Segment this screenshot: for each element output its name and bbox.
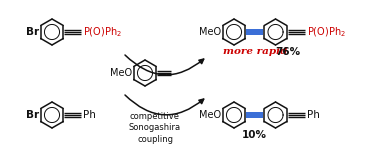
Text: MeO: MeO [110,68,132,78]
Text: MeO: MeO [198,27,221,37]
Text: P(O)Ph$_2$: P(O)Ph$_2$ [83,25,122,39]
Text: P(O)Ph$_2$: P(O)Ph$_2$ [307,25,345,39]
Text: Br: Br [26,110,39,120]
Text: Br: Br [26,27,39,37]
Text: Ph: Ph [307,110,320,120]
FancyArrowPatch shape [125,95,204,115]
Text: 10%: 10% [242,130,267,140]
Text: MeO: MeO [198,110,221,120]
Text: 76%: 76% [275,47,300,57]
Text: more rapid: more rapid [223,47,287,57]
Text: competitive
Sonogashira
coupling: competitive Sonogashira coupling [129,112,181,144]
FancyArrowPatch shape [125,55,204,75]
Text: Ph: Ph [83,110,96,120]
